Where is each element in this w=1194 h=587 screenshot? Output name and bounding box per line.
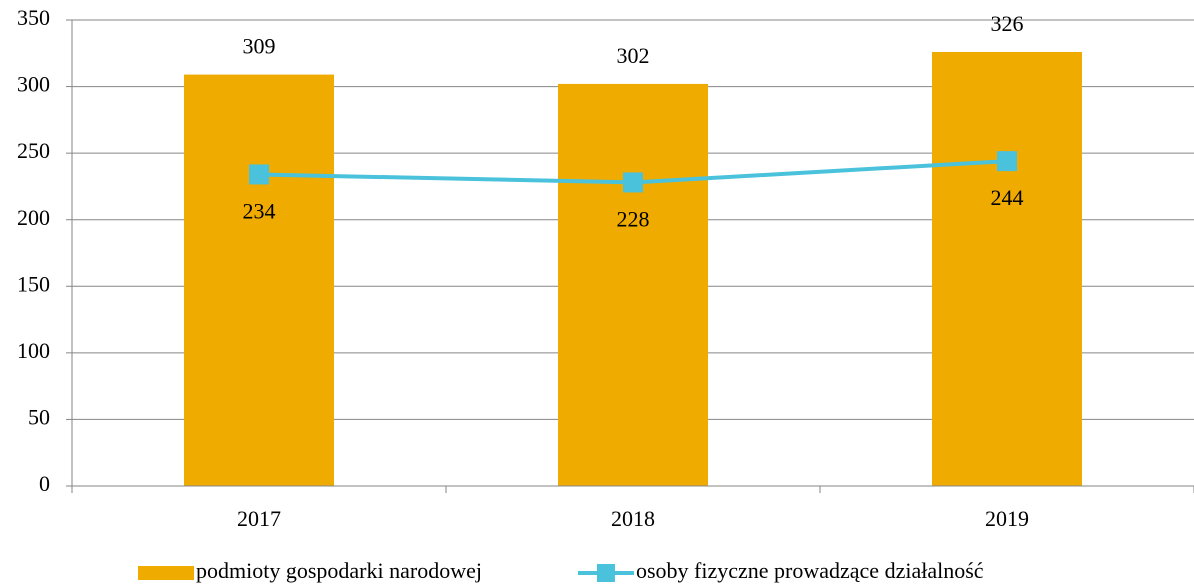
bar xyxy=(184,74,334,487)
x-tick-label: 2017 xyxy=(237,506,281,531)
y-tick-label: 250 xyxy=(17,138,50,163)
data-label: 326 xyxy=(991,11,1024,36)
y-tick-label: 100 xyxy=(17,338,50,363)
y-tick-label: 150 xyxy=(17,271,50,296)
legend-label: osoby fizyczne prowadzące działalność xyxy=(636,558,984,583)
marker xyxy=(997,151,1017,172)
data-label: 234 xyxy=(243,198,276,223)
data-label: 244 xyxy=(991,185,1024,210)
legend-swatch xyxy=(596,564,615,582)
marker xyxy=(249,164,269,185)
bar xyxy=(558,83,708,486)
y-tick-label: 200 xyxy=(17,205,50,230)
legend-swatch xyxy=(138,566,194,580)
data-label: 228 xyxy=(617,206,650,231)
y-tick-label: 50 xyxy=(28,404,50,429)
x-tick-label: 2018 xyxy=(611,506,655,531)
x-tick-label: 2019 xyxy=(985,506,1029,531)
y-tick-label: 0 xyxy=(39,471,50,496)
data-label: 309 xyxy=(243,34,276,59)
marker xyxy=(623,172,643,193)
legend-label: podmioty gospodarki narodowej xyxy=(196,558,482,583)
y-tick-label: 300 xyxy=(17,72,50,97)
data-label: 302 xyxy=(617,43,650,68)
y-tick-label: 350 xyxy=(17,5,50,30)
bar xyxy=(932,51,1082,486)
